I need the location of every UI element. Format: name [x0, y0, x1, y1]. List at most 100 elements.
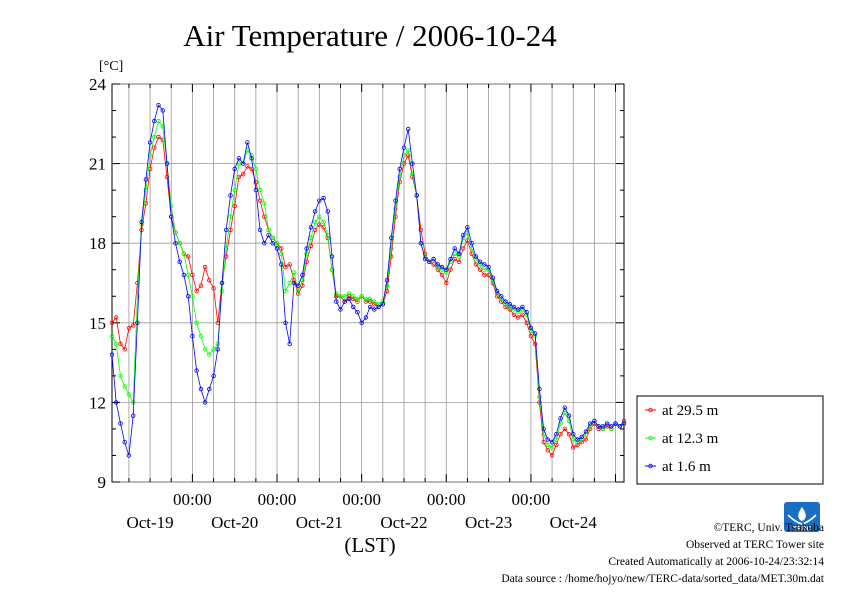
data-point — [363, 315, 369, 320]
data-point — [537, 386, 542, 392]
data-point — [338, 294, 343, 299]
data-point — [312, 209, 318, 214]
data-point — [499, 294, 504, 299]
data-point — [583, 437, 589, 442]
chart-title: Air Temperature / 2006-10-24 — [183, 18, 557, 53]
data-point — [266, 232, 271, 238]
x-category-label: Oct-19 — [126, 513, 173, 532]
data-point — [503, 304, 508, 310]
logo-text: TERC — [792, 526, 811, 533]
data-point — [274, 240, 280, 246]
data-point — [253, 166, 259, 172]
data-point — [372, 299, 377, 304]
series-2 — [109, 102, 627, 458]
data-point — [130, 413, 136, 418]
data-point — [177, 240, 182, 246]
data-point — [579, 437, 584, 442]
data-point — [507, 302, 512, 307]
data-point — [304, 246, 309, 251]
data-point — [482, 262, 487, 267]
data-point — [270, 235, 275, 241]
data-point — [262, 201, 267, 206]
data-point — [296, 288, 301, 294]
data-point — [583, 429, 589, 434]
data-point — [152, 118, 157, 124]
data-point — [190, 294, 195, 299]
data-point — [384, 283, 390, 288]
data-point — [439, 264, 445, 270]
data-point — [236, 156, 242, 161]
data-point — [566, 432, 572, 437]
data-point — [219, 280, 225, 286]
data-point — [202, 400, 208, 405]
data-point — [338, 307, 343, 312]
data-point — [621, 421, 627, 426]
data-point — [621, 418, 627, 424]
data-point — [486, 264, 491, 270]
data-point — [334, 299, 339, 304]
data-point — [257, 227, 263, 233]
data-point — [329, 267, 335, 272]
terc-logo: TERC — [784, 502, 820, 533]
data-point — [592, 418, 597, 424]
data-point — [461, 232, 466, 238]
data-point — [452, 246, 457, 251]
data-point — [571, 432, 576, 437]
data-point — [321, 219, 326, 225]
data-point — [113, 315, 119, 320]
data-point — [240, 171, 246, 177]
data-point — [202, 264, 208, 270]
data-point — [596, 424, 601, 429]
data-point — [456, 251, 462, 256]
data-point — [384, 278, 390, 283]
data-point — [609, 426, 614, 432]
data-point — [118, 341, 123, 347]
data-point — [511, 312, 517, 317]
data-point — [139, 219, 144, 225]
data-point — [541, 440, 546, 445]
data-point — [194, 368, 199, 373]
data-point — [554, 437, 559, 442]
data-point — [152, 134, 157, 140]
data-point — [346, 291, 352, 296]
data-point — [482, 272, 487, 278]
data-point — [507, 307, 512, 312]
data-point — [406, 126, 411, 132]
data-point — [122, 384, 127, 389]
legend-label: at 12.3 m — [662, 431, 719, 447]
data-point — [342, 294, 347, 299]
series-line — [111, 104, 625, 456]
data-point — [571, 437, 576, 442]
data-point — [245, 164, 250, 169]
data-point — [545, 448, 550, 453]
data-point — [317, 214, 322, 219]
data-point — [143, 187, 149, 193]
legend-label: at 1.6 m — [662, 459, 711, 475]
data-point — [253, 187, 259, 193]
data-point — [257, 187, 263, 193]
y-tick-label: 21 — [89, 155, 106, 174]
data-point — [207, 386, 212, 392]
data-point — [122, 440, 127, 445]
data-point — [317, 198, 322, 203]
data-point — [355, 296, 360, 302]
legend-marker — [648, 407, 653, 413]
data-point — [355, 310, 360, 315]
created-text: Created Automatically at 2006-10-24/23:3… — [608, 556, 824, 568]
x-category-label: Oct-24 — [550, 513, 598, 532]
data-point — [444, 267, 449, 272]
legend-marker — [648, 435, 653, 441]
y-tick-label: 12 — [89, 393, 106, 412]
data-point — [346, 294, 352, 299]
data-point — [600, 426, 605, 432]
data-point — [283, 320, 288, 325]
data-point — [168, 203, 174, 209]
data-point — [367, 299, 373, 304]
grid — [112, 83, 624, 483]
data-point — [207, 278, 212, 283]
data-point — [359, 320, 364, 325]
x-category-label: Oct-22 — [380, 513, 427, 532]
data-point — [126, 453, 132, 458]
data-point — [177, 259, 182, 264]
data-point — [346, 296, 352, 302]
